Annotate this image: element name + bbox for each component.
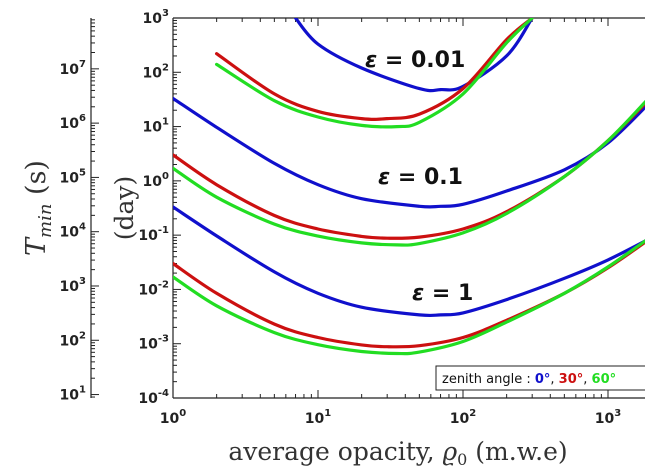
legend-sep-2: ,: [583, 372, 591, 387]
series-line-7: [215, 18, 534, 121]
svg-text:zenith angle : 0°, 30°, 60°: zenith angle : 0°, 30°, 60°: [442, 372, 616, 387]
y-tick-label-seconds: 106: [60, 113, 86, 132]
legend: zenith angle : 0°, 30°, 60°: [435, 365, 645, 391]
y-tick-label-day: 101: [143, 117, 169, 136]
y-tick-label-seconds: 103: [60, 276, 86, 295]
series-line-3: [173, 96, 645, 209]
series-line-2: [173, 239, 645, 356]
y-tick-label-day: 10-2: [138, 279, 169, 298]
y-tick-label-seconds: 105: [60, 167, 86, 186]
y-tick-label-seconds: 101: [60, 385, 86, 404]
x-axis-title: average opacity, ϱ0 (m.w.e): [228, 437, 567, 469]
annotation-eps-0-1: ε = 0.1: [378, 165, 463, 190]
ticks: [91, 17, 609, 399]
legend-item-1: 30°: [559, 372, 584, 387]
y-tick-label-day: 10-3: [138, 334, 169, 353]
y-tick-label-seconds: 107: [60, 59, 86, 78]
series-line-8: [215, 18, 534, 129]
y-tick-label-day: 10-4: [138, 388, 169, 407]
legend-box: [435, 365, 645, 391]
x-tick-label: 101: [305, 408, 331, 427]
x-tick-label: 102: [450, 408, 476, 427]
legend-item-2: 60°: [592, 372, 617, 387]
y-tick-label-day: 102: [143, 62, 169, 81]
y-tick-label-seconds: 102: [60, 330, 86, 349]
series-line-0: [173, 205, 645, 318]
y-tick-label-day: 103: [143, 8, 169, 27]
series-line-6: [293, 18, 534, 93]
legend-sep-1: ,: [550, 372, 558, 387]
x-tick-label: 103: [595, 408, 621, 427]
y-tick-label-seconds: 104: [60, 222, 86, 241]
tick-labels: 100 101 102 103 10-4 10-3 10-2 10-1 100 101 102 103…: [60, 8, 622, 427]
y-tick-label-day: 10-1: [138, 225, 169, 244]
annotation-eps-0-01: ε = 0.01: [365, 48, 465, 73]
y-axis-title-day: (day): [110, 176, 139, 241]
y-axis-title-seconds: Tmin (s): [21, 160, 56, 256]
annotation-eps-1: ε = 1: [412, 281, 473, 306]
series-layer: [173, 18, 645, 356]
x-tick-label: 100: [160, 408, 186, 427]
series-line-5: [173, 99, 645, 247]
legend-item-0: 0°: [535, 372, 551, 387]
y-tick-label-day: 100: [143, 171, 169, 190]
legend-prefix: zenith angle :: [442, 372, 535, 387]
